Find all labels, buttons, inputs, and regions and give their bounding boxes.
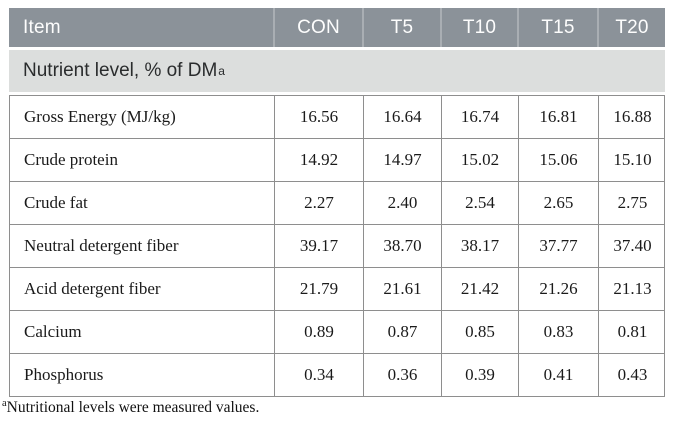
table-row: Neutral detergent fiber 39.17 38.70 38.17 37… bbox=[10, 224, 664, 267]
footnote-superscript: a bbox=[2, 397, 7, 409]
row-value: 0.81 bbox=[598, 311, 666, 353]
section-header-row: Nutrient level, % of DM a bbox=[9, 50, 665, 92]
table-row: Calcium 0.89 0.87 0.85 0.83 0.81 bbox=[10, 310, 664, 353]
column-header-t15: T15 bbox=[517, 8, 597, 47]
table-row: Crude fat 2.27 2.40 2.54 2.65 2.75 bbox=[10, 181, 664, 224]
row-value: 15.02 bbox=[441, 139, 518, 181]
row-value: 0.39 bbox=[441, 354, 518, 396]
row-value: 39.17 bbox=[274, 225, 363, 267]
row-value: 14.97 bbox=[363, 139, 441, 181]
row-value: 0.43 bbox=[598, 354, 666, 396]
row-label: Gross Energy (MJ/kg) bbox=[24, 107, 176, 126]
row-value: 0.89 bbox=[274, 311, 363, 353]
row-value: 14.92 bbox=[274, 139, 363, 181]
column-header-con: CON bbox=[273, 8, 362, 47]
table-row: Crude protein 14.92 14.97 15.02 15.06 15.10 bbox=[10, 138, 664, 181]
row-value: 0.85 bbox=[441, 311, 518, 353]
row-value: 38.70 bbox=[363, 225, 441, 267]
column-header-t20: T20 bbox=[597, 8, 665, 47]
row-value: 0.87 bbox=[363, 311, 441, 353]
row-value: 16.88 bbox=[598, 96, 666, 138]
row-value: 0.41 bbox=[518, 354, 598, 396]
row-value: 2.54 bbox=[441, 182, 518, 224]
row-value: 0.36 bbox=[363, 354, 441, 396]
row-value: 2.65 bbox=[518, 182, 598, 224]
table-header-row: Item CON T5 T10 T15 T20 bbox=[9, 8, 665, 47]
column-header-item: Item bbox=[23, 16, 61, 38]
table-footnote: aNutritional levels were measured values… bbox=[2, 397, 260, 417]
row-value: 21.13 bbox=[598, 268, 666, 310]
row-value: 2.40 bbox=[363, 182, 441, 224]
row-value: 16.64 bbox=[363, 96, 441, 138]
row-value: 38.17 bbox=[441, 225, 518, 267]
row-value: 16.56 bbox=[274, 96, 363, 138]
row-label: Phosphorus bbox=[24, 365, 104, 384]
row-value: 21.26 bbox=[518, 268, 598, 310]
row-label: Calcium bbox=[24, 322, 82, 341]
table-row: Acid detergent fiber 21.79 21.61 21.42 21.26… bbox=[10, 267, 664, 310]
row-value: 15.06 bbox=[518, 139, 598, 181]
row-value: 37.77 bbox=[518, 225, 598, 267]
row-value: 15.10 bbox=[598, 139, 666, 181]
row-value: 16.81 bbox=[518, 96, 598, 138]
row-value: 37.40 bbox=[598, 225, 666, 267]
row-label: Crude protein bbox=[24, 150, 118, 169]
row-value: 21.61 bbox=[363, 268, 441, 310]
row-value: 21.42 bbox=[441, 268, 518, 310]
table-body: Gross Energy (MJ/kg) 16.56 16.64 16.74 16.81… bbox=[9, 95, 665, 397]
row-value: 2.75 bbox=[598, 182, 666, 224]
row-label: Neutral detergent fiber bbox=[24, 236, 179, 255]
table-row: Gross Energy (MJ/kg) 16.56 16.64 16.74 16.81… bbox=[10, 96, 664, 138]
row-value: 21.79 bbox=[274, 268, 363, 310]
row-value: 0.83 bbox=[518, 311, 598, 353]
column-header-t10: T10 bbox=[440, 8, 517, 47]
section-header-label: Nutrient level, % of DM bbox=[23, 60, 218, 81]
column-header-t5: T5 bbox=[362, 8, 440, 47]
nutrient-table: Item CON T5 T10 T15 T20 Nutrient level, … bbox=[9, 8, 665, 397]
row-label: Crude fat bbox=[24, 193, 88, 212]
row-value: 2.27 bbox=[274, 182, 363, 224]
row-label: Acid detergent fiber bbox=[24, 279, 161, 298]
table-row: Phosphorus 0.34 0.36 0.39 0.41 0.43 bbox=[10, 353, 664, 396]
footnote-text: Nutritional levels were measured values. bbox=[6, 399, 260, 416]
row-value: 16.74 bbox=[441, 96, 518, 138]
row-value: 0.34 bbox=[274, 354, 363, 396]
